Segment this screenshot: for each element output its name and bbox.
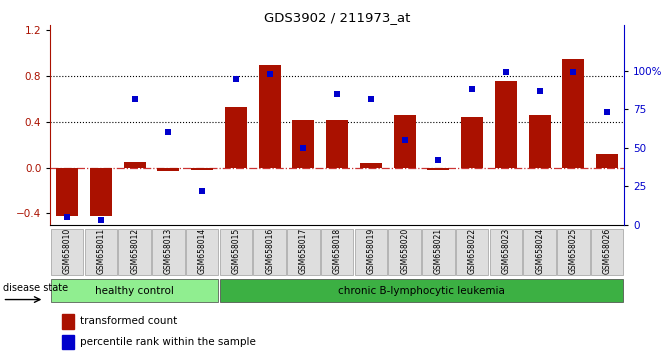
Text: GSM658011: GSM658011	[97, 227, 105, 274]
FancyBboxPatch shape	[422, 229, 455, 275]
Text: GSM658015: GSM658015	[231, 227, 240, 274]
Text: GSM658012: GSM658012	[130, 227, 139, 274]
FancyBboxPatch shape	[219, 279, 623, 302]
FancyBboxPatch shape	[152, 229, 185, 275]
Bar	[56, 168, 78, 216]
Bar	[562, 59, 584, 168]
Point	[264, 71, 275, 77]
Text: disease state: disease state	[3, 284, 68, 293]
Point	[399, 137, 410, 143]
Text: GSM658013: GSM658013	[164, 227, 173, 274]
Point	[534, 88, 545, 94]
Text: GSM658024: GSM658024	[535, 227, 544, 274]
FancyBboxPatch shape	[119, 229, 151, 275]
Text: GSM658014: GSM658014	[198, 227, 207, 274]
Bar	[597, 154, 618, 168]
Point	[366, 96, 376, 102]
Text: GSM658023: GSM658023	[501, 227, 511, 274]
Text: GSM658026: GSM658026	[603, 227, 612, 274]
Title: GDS3902 / 211973_at: GDS3902 / 211973_at	[264, 11, 411, 24]
FancyBboxPatch shape	[456, 229, 488, 275]
Text: percentile rank within the sample: percentile rank within the sample	[80, 337, 256, 347]
FancyBboxPatch shape	[523, 229, 556, 275]
Point	[568, 70, 579, 75]
Bar	[394, 115, 415, 168]
Bar	[529, 115, 551, 168]
Text: chronic B-lymphocytic leukemia: chronic B-lymphocytic leukemia	[338, 286, 505, 296]
FancyBboxPatch shape	[85, 229, 117, 275]
Text: transformed count: transformed count	[80, 316, 177, 326]
Text: GSM658022: GSM658022	[468, 227, 476, 274]
Bar	[326, 120, 348, 168]
Bar	[461, 118, 483, 168]
FancyBboxPatch shape	[186, 229, 218, 275]
Point	[298, 145, 309, 151]
FancyBboxPatch shape	[355, 229, 387, 275]
FancyBboxPatch shape	[557, 229, 590, 275]
FancyBboxPatch shape	[219, 229, 252, 275]
Text: GSM658021: GSM658021	[434, 227, 443, 274]
Text: GSM658017: GSM658017	[299, 227, 308, 274]
Bar	[62, 335, 74, 349]
FancyBboxPatch shape	[389, 229, 421, 275]
Point	[197, 188, 207, 194]
FancyBboxPatch shape	[51, 229, 83, 275]
Text: GSM658020: GSM658020	[400, 227, 409, 274]
FancyBboxPatch shape	[287, 229, 319, 275]
Bar	[123, 162, 146, 168]
Text: GSM658016: GSM658016	[265, 227, 274, 274]
Text: GSM658025: GSM658025	[569, 227, 578, 274]
Text: GSM658010: GSM658010	[62, 227, 72, 274]
Text: healthy control: healthy control	[95, 286, 174, 296]
Bar	[360, 163, 382, 168]
Point	[602, 110, 613, 115]
Point	[433, 157, 444, 163]
Point	[231, 76, 242, 81]
Bar	[62, 314, 74, 329]
Bar	[259, 65, 280, 168]
Bar	[293, 120, 315, 168]
Point	[331, 91, 342, 97]
Point	[163, 130, 174, 135]
Text: GSM658018: GSM658018	[333, 227, 342, 274]
Point	[95, 217, 106, 223]
Bar	[90, 168, 112, 216]
FancyBboxPatch shape	[254, 229, 286, 275]
Bar	[191, 168, 213, 170]
Point	[130, 96, 140, 102]
Point	[467, 87, 478, 92]
Point	[62, 214, 72, 220]
FancyBboxPatch shape	[321, 229, 354, 275]
Bar	[427, 168, 450, 170]
FancyBboxPatch shape	[591, 229, 623, 275]
Point	[501, 70, 511, 75]
Bar	[225, 107, 247, 168]
FancyBboxPatch shape	[51, 279, 218, 302]
FancyBboxPatch shape	[490, 229, 522, 275]
Bar	[158, 168, 179, 171]
Text: GSM658019: GSM658019	[366, 227, 376, 274]
Bar	[495, 81, 517, 168]
